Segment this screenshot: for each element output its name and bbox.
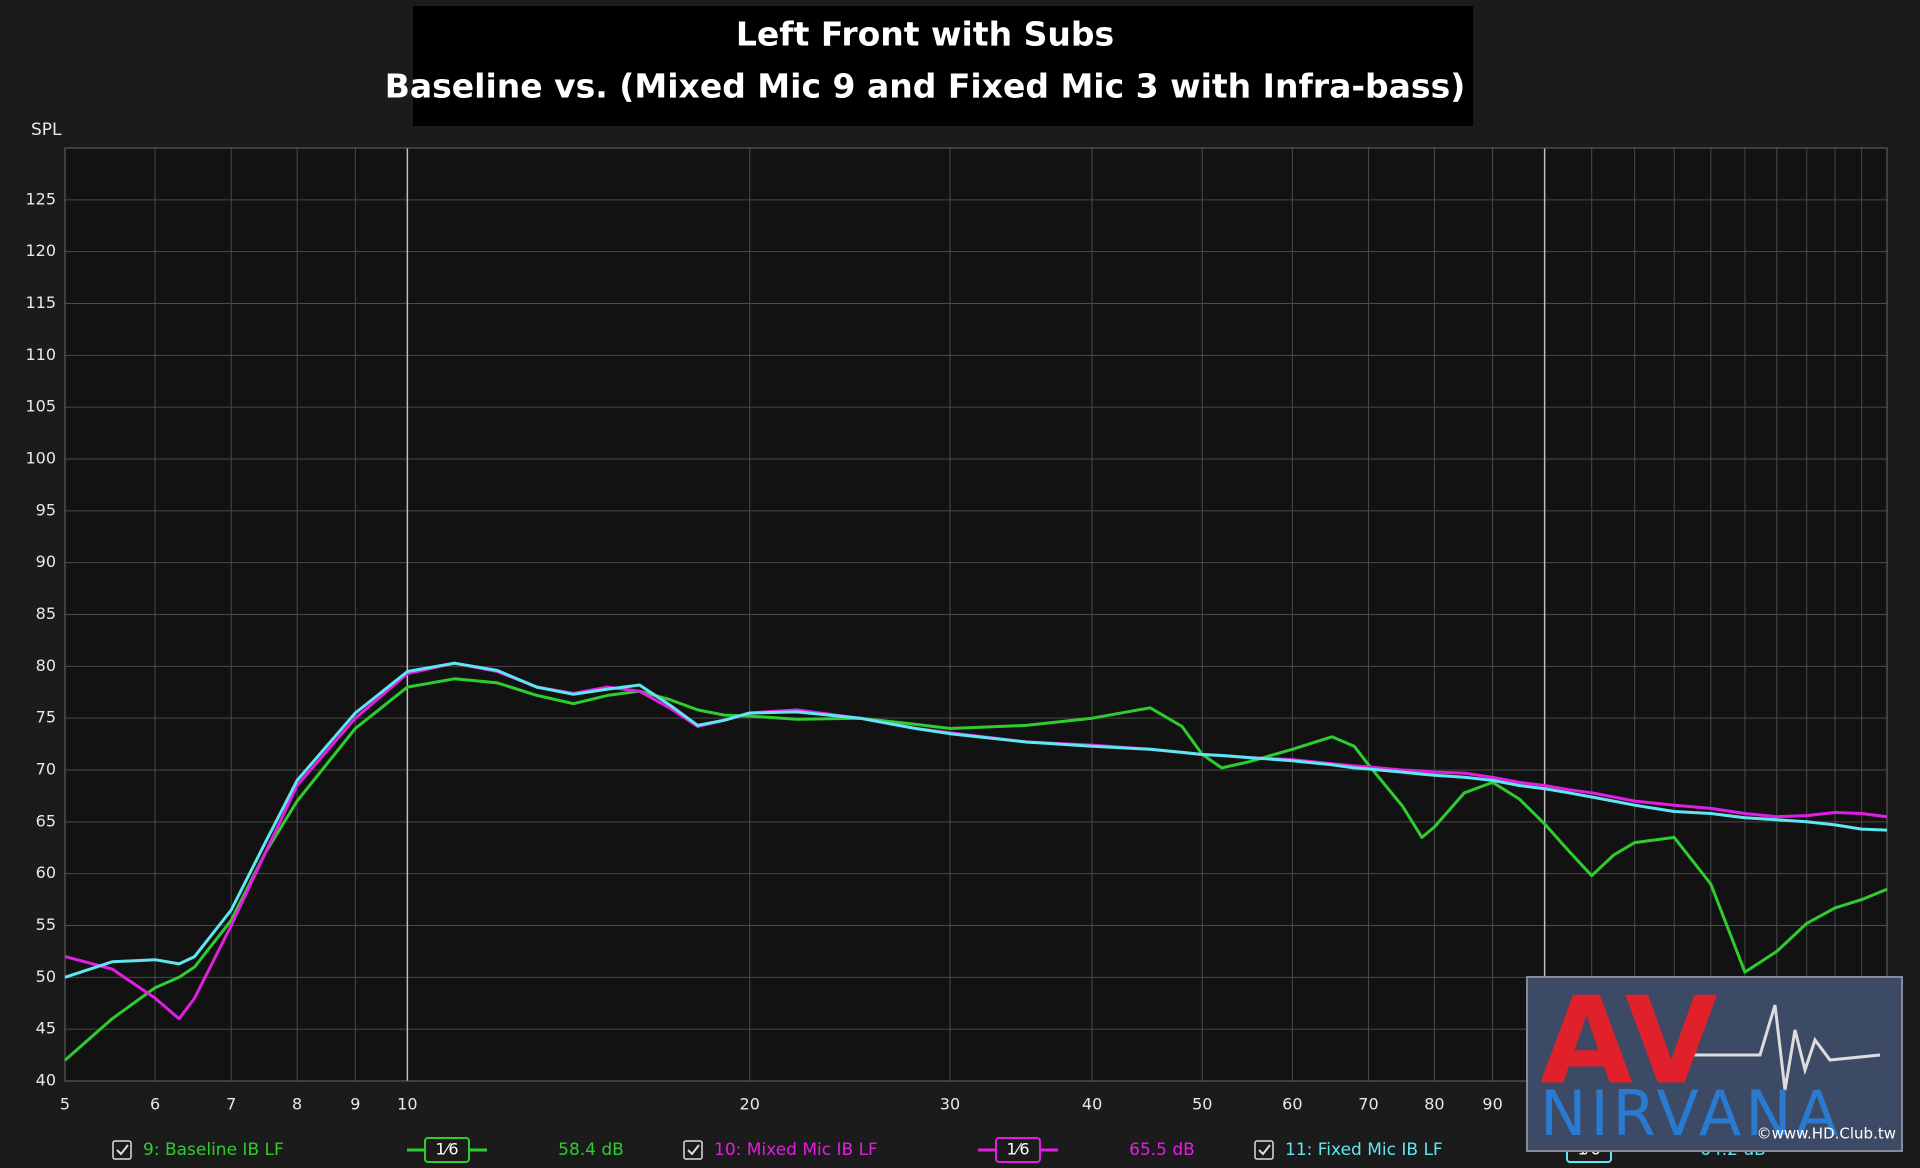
y-tick-label: 125 bbox=[25, 189, 56, 208]
watermark: ©www.HD.Club.tw bbox=[1757, 1125, 1896, 1143]
legend-smoothing-box bbox=[995, 1137, 1041, 1163]
y-tick-label: 75 bbox=[36, 708, 56, 727]
legend-level: 58.4 dB bbox=[558, 1140, 624, 1160]
chart-title: Left Front with Subs bbox=[736, 15, 1114, 54]
x-tick-label: 90 bbox=[1482, 1095, 1502, 1114]
y-tick-label: 100 bbox=[25, 449, 56, 468]
y-tick-label: 110 bbox=[25, 345, 56, 364]
x-tick-label: 8 bbox=[292, 1095, 302, 1114]
title-box bbox=[413, 6, 1473, 126]
x-tick-label: 7 bbox=[226, 1095, 236, 1114]
x-tick-label: 40 bbox=[1082, 1095, 1102, 1114]
legend-checkmark bbox=[687, 1144, 700, 1156]
plot-border bbox=[64, 147, 1888, 1082]
series-line bbox=[64, 661, 1888, 979]
y-tick-label: 45 bbox=[36, 1019, 56, 1038]
x-tick-label: 20 bbox=[740, 1095, 760, 1114]
y-tick-label: 95 bbox=[36, 500, 56, 519]
y-tick-label: 80 bbox=[36, 656, 56, 675]
y-tick-label: 70 bbox=[36, 760, 56, 779]
x-tick-label: 60 bbox=[1282, 1095, 1302, 1114]
legend-level: 65.5 dB bbox=[1129, 1140, 1195, 1160]
chart-subtitle: Baseline vs. (Mixed Mic 9 and Fixed Mic … bbox=[385, 67, 1466, 106]
x-tick-label: 9 bbox=[350, 1095, 360, 1114]
x-tick-label: 50 bbox=[1192, 1095, 1212, 1114]
legend-checkbox bbox=[1254, 1140, 1274, 1160]
y-axis-label: SPL bbox=[31, 120, 62, 140]
y-tick-label: 50 bbox=[36, 967, 56, 986]
x-tick-label: 70 bbox=[1358, 1095, 1378, 1114]
legend-checkmark bbox=[1258, 1144, 1271, 1156]
y-tick-label: 90 bbox=[36, 552, 56, 571]
logo-box bbox=[1526, 976, 1903, 1152]
y-tick-label: 85 bbox=[36, 604, 56, 623]
x-tick-label: 10 bbox=[397, 1095, 417, 1114]
x-tick-label: 30 bbox=[940, 1095, 960, 1114]
logo-bottom: NIRVANA bbox=[1540, 1077, 1842, 1150]
legend-checkbox bbox=[683, 1140, 703, 1160]
logo-top: AV bbox=[1540, 973, 1718, 1112]
y-tick-label: 40 bbox=[36, 1071, 56, 1090]
legend-label: 11: Fixed Mic IB LF bbox=[1285, 1140, 1443, 1160]
legend-smoothing: 1⁄6 bbox=[1006, 1140, 1029, 1159]
legend-checkbox bbox=[112, 1140, 132, 1160]
y-tick-label: 65 bbox=[36, 811, 56, 830]
legend-label: 10: Mixed Mic IB LF bbox=[714, 1140, 878, 1160]
logo-wave bbox=[1680, 1004, 1881, 1091]
logo: AV NIRVANA ©www.HD.Club.tw bbox=[1526, 973, 1903, 1152]
series-line bbox=[64, 677, 1888, 1062]
y-tick-label: 115 bbox=[25, 293, 56, 312]
legend-label: 9: Baseline IB LF bbox=[143, 1140, 284, 1160]
y-tick-label: 60 bbox=[36, 863, 56, 882]
x-tick-label: 6 bbox=[150, 1095, 160, 1114]
x-tick-label: 5 bbox=[60, 1095, 70, 1114]
y-tick-label: 55 bbox=[36, 915, 56, 934]
y-tick-label: 120 bbox=[25, 241, 56, 260]
y-tick-label: 105 bbox=[25, 397, 56, 416]
legend-smoothing-box bbox=[424, 1137, 470, 1163]
lines bbox=[64, 661, 1888, 1062]
legend-checkmark bbox=[116, 1144, 129, 1156]
legend-smoothing: 1⁄6 bbox=[435, 1140, 458, 1159]
x-tick-label: 80 bbox=[1424, 1095, 1444, 1114]
